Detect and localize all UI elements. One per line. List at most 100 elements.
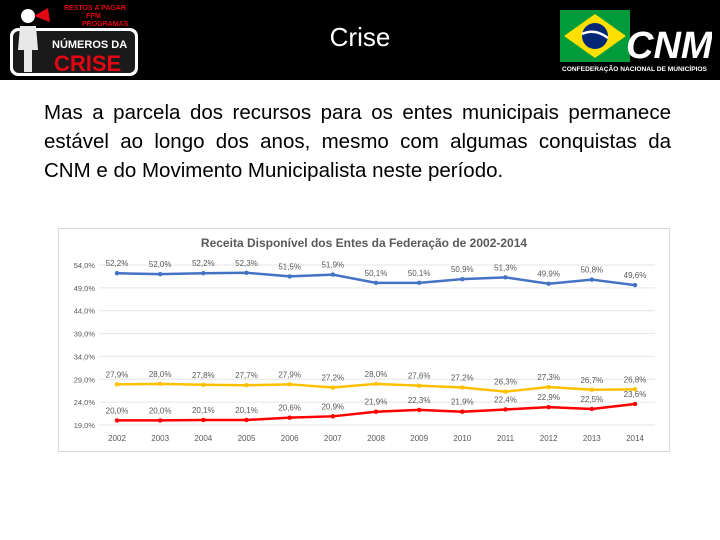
data-point (503, 389, 508, 394)
data-label: 52,0% (149, 260, 172, 269)
data-label: 51,3% (494, 263, 517, 272)
data-point (201, 271, 206, 276)
data-label: 20,9% (321, 402, 344, 411)
data-label: 21,9% (451, 398, 474, 407)
data-label: 26,7% (580, 376, 603, 385)
data-point (330, 272, 336, 277)
data-point (244, 417, 249, 423)
x-tick-label: 2002 (108, 434, 126, 443)
body-paragraph: Mas a parcela dos recursos para os entes… (44, 101, 671, 182)
data-point (287, 382, 292, 387)
data-label: 22,9% (537, 393, 560, 402)
x-tick-label: 2005 (238, 434, 256, 443)
cnm-logo-text: CNM (626, 25, 712, 67)
person-icon (21, 9, 35, 23)
data-point (287, 274, 292, 279)
data-label: 49,6% (624, 271, 647, 280)
data-point (114, 418, 120, 423)
x-tick-label: 2010 (453, 434, 471, 443)
data-label: 27,6% (408, 372, 431, 381)
data-label: 27,9% (278, 370, 301, 379)
y-tick-label: 39,0% (74, 330, 96, 339)
y-tick-label: 54,0% (74, 261, 96, 270)
logo-text-restos: RESTOS A PAGAR (64, 5, 126, 12)
data-label: 20,0% (106, 406, 129, 415)
y-tick-label: 19,0% (74, 421, 96, 430)
data-point (114, 382, 120, 387)
data-label: 22,3% (408, 396, 431, 405)
data-label: 27,8% (192, 371, 215, 380)
data-label: 21,9% (365, 398, 388, 407)
data-point (114, 271, 120, 276)
data-label: 27,2% (321, 374, 344, 383)
numeros-da-crise-logo: RESTOS A PAGAR FPM PROGRAMAS NÚMEROS DA … (8, 2, 143, 78)
data-point (632, 401, 638, 407)
data-label: 52,2% (106, 259, 129, 268)
x-tick-label: 2009 (410, 434, 428, 443)
data-label: 27,9% (106, 370, 129, 379)
data-label: 27,3% (537, 373, 560, 382)
y-tick-label: 24,0% (74, 398, 96, 407)
data-label: 51,9% (321, 261, 344, 270)
x-tick-label: 2003 (151, 434, 169, 443)
logo-text-numeros: NÚMEROS DA (52, 38, 127, 51)
megaphone-icon (34, 8, 50, 22)
cnm-logo-subtitle: CONFEDERAÇÃO NACIONAL DE MUNICÍPIOS (562, 64, 708, 73)
data-point (589, 387, 595, 392)
data-label: 20,1% (235, 406, 258, 415)
data-point (416, 280, 422, 286)
data-label: 52,3% (235, 259, 258, 268)
y-tick-label: 49,0% (74, 284, 96, 293)
data-label: 28,0% (149, 370, 172, 379)
logo-text-crise: CRISE (54, 51, 121, 76)
data-point (503, 407, 508, 412)
data-label: 26,3% (494, 378, 517, 387)
data-label: 22,5% (580, 395, 603, 404)
x-tick-label: 2004 (194, 434, 212, 443)
data-point (287, 415, 292, 420)
data-label: 51,5% (278, 262, 301, 271)
data-label: 50,1% (365, 269, 388, 278)
data-label: 20,1% (192, 406, 215, 415)
y-tick-label: 34,0% (74, 352, 96, 361)
data-label: 28,0% (365, 370, 388, 379)
data-point (244, 383, 249, 388)
data-point (632, 282, 638, 288)
data-point (373, 381, 379, 387)
page-title: Crise (329, 22, 391, 52)
data-label: 50,9% (451, 265, 474, 274)
logo-text-fpm: FPM (86, 13, 101, 20)
x-tick-label: 2006 (281, 434, 299, 443)
data-point (589, 406, 595, 412)
data-point (157, 381, 163, 387)
data-point (373, 280, 379, 286)
data-point (330, 385, 336, 390)
chart-title: Receita Disponível dos Entes da Federaçã… (201, 236, 527, 250)
data-point (546, 404, 551, 410)
data-point (157, 271, 163, 277)
cnm-logo: CNM CONFEDERAÇÃO NACIONAL DE MUNICÍPIOS (560, 8, 714, 74)
logo-text-programas: PROGRAMAS (82, 21, 129, 28)
data-label: 23,6% (624, 390, 647, 399)
data-point (373, 409, 379, 414)
y-tick-label: 44,0% (74, 307, 96, 316)
data-label: 22,4% (494, 395, 517, 404)
x-tick-label: 2008 (367, 434, 385, 443)
data-point (416, 383, 422, 388)
x-tick-label: 2007 (324, 434, 342, 443)
data-point (632, 387, 638, 392)
data-point (503, 275, 508, 280)
data-point (460, 276, 465, 282)
data-label: 49,9% (537, 270, 560, 279)
x-tick-label: 2012 (540, 434, 558, 443)
data-label: 27,7% (235, 371, 258, 380)
x-tick-label: 2013 (583, 434, 601, 443)
header-bar: RESTOS A PAGAR FPM PROGRAMAS NÚMEROS DA … (0, 0, 720, 80)
data-label: 52,2% (192, 259, 215, 268)
y-tick-label: 29,0% (74, 375, 96, 384)
data-point (546, 384, 551, 390)
data-point (460, 409, 465, 414)
data-point (546, 281, 551, 286)
data-point (330, 414, 336, 419)
data-label: 50,8% (580, 266, 603, 275)
